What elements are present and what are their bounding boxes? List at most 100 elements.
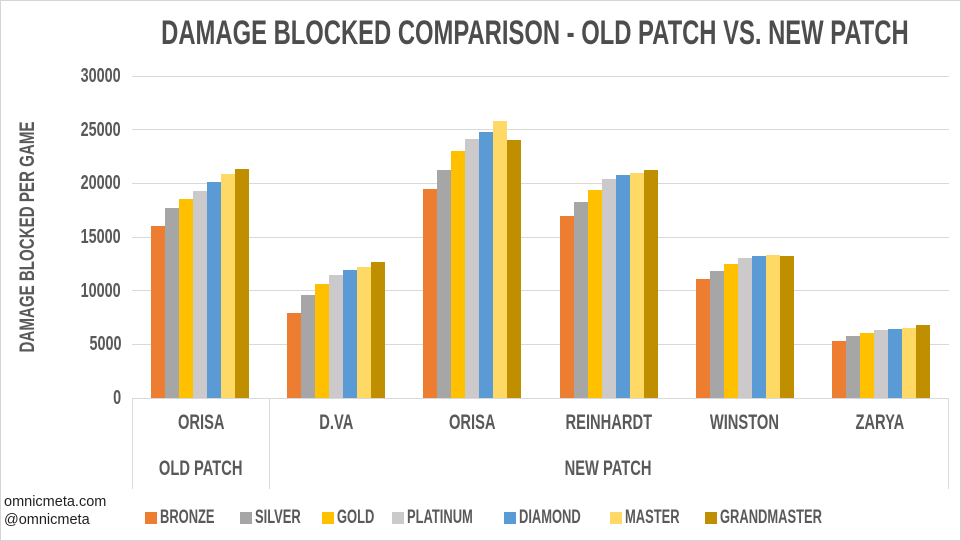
patch-label-row: OLD PATCH NEW PATCH <box>133 448 948 489</box>
bar-bronze <box>423 188 438 398</box>
legend-label-text: BRONZE <box>160 507 215 528</box>
bar-silver <box>845 335 860 398</box>
legend-item-platinum: PLATINUM <box>392 507 504 529</box>
bar-group-reinhardt-3 <box>541 76 677 398</box>
bar-group-zarya-5 <box>813 76 949 398</box>
legend-item-gold: GOLD <box>322 507 392 529</box>
bar-master <box>765 255 780 398</box>
axis-group-divider <box>268 398 270 489</box>
legend-label: GRANDMASTER <box>720 507 870 529</box>
legend-label: GOLD <box>337 507 392 529</box>
watermark-site: omnicmeta.com <box>4 494 107 510</box>
chart-title: DAMAGE BLOCKED COMPARISON - OLD PATCH VS… <box>1 13 960 53</box>
category-label-2: ORISA <box>405 398 541 448</box>
x-axis-label-area: ORISA D.VA ORISA REINHARDT WINSTON ZARYA OLD … <box>132 398 949 489</box>
bar-diamond <box>207 182 222 398</box>
bar-master <box>357 267 372 398</box>
bar-group-orisa-0 <box>132 76 268 398</box>
category-label-4: WINSTON <box>676 398 812 448</box>
bar-group-orisa-2 <box>404 76 540 398</box>
patch-group-label-new-patch: NEW PATCH <box>269 448 948 489</box>
legend-item-bronze: BRONZE <box>145 507 240 529</box>
y-tick-label-15000: 15000 <box>41 227 121 247</box>
bar-diamond <box>343 270 358 398</box>
legend-label: SILVER <box>255 507 322 529</box>
bar-platinum <box>193 190 208 398</box>
legend-swatch-silver <box>240 512 253 524</box>
bar-master <box>901 328 916 398</box>
legend-item-master: MASTER <box>609 507 705 529</box>
gridline-10000 <box>132 290 949 292</box>
y-tick-label-text: 20000 <box>80 172 121 195</box>
bar-silver <box>709 271 724 398</box>
legend: BRONZE SILVER GOLD PLATINUM DIAMOND MASTER GRA… <box>145 504 845 532</box>
bar-gold <box>451 151 466 398</box>
bar-diamond <box>751 255 766 398</box>
legend-swatch-platinum <box>392 512 405 524</box>
category-label-text: WINSTON <box>709 411 779 434</box>
category-label-text: REINHARDT <box>565 411 652 434</box>
bar-bronze <box>831 341 846 398</box>
legend-label-text: DIAMOND <box>519 507 581 528</box>
bar-silver <box>573 201 588 398</box>
patch-group-label-old-patch: OLD PATCH <box>133 448 269 489</box>
category-label-0: ORISA <box>133 398 269 448</box>
bar-master <box>493 121 508 398</box>
legend-item-diamond: DIAMOND <box>504 507 610 529</box>
legend-label: PLATINUM <box>407 507 504 529</box>
watermark: omnicmeta.com @omnicmeta <box>4 493 106 529</box>
bar-platinum <box>873 330 888 398</box>
bar-grandmaster <box>915 325 930 398</box>
bar-gold <box>179 199 194 398</box>
bar-platinum <box>737 258 752 398</box>
legend-item-silver: SILVER <box>240 507 322 529</box>
bar-grandmaster <box>235 169 250 398</box>
bar-groups <box>132 76 949 398</box>
gridline-15000 <box>132 236 949 238</box>
y-tick-label-text: 15000 <box>80 226 121 248</box>
legend-label: DIAMOND <box>519 507 610 529</box>
category-label-text: D.VA <box>319 411 354 434</box>
bar-silver <box>165 208 180 398</box>
legend-label: MASTER <box>625 507 705 529</box>
y-tick-label-0: 0 <box>41 388 121 408</box>
bar-silver <box>437 170 452 398</box>
gridline-30000 <box>132 75 949 77</box>
category-label-text: ZARYA <box>855 411 905 434</box>
bar-bronze <box>151 226 166 398</box>
legend-swatch-bronze <box>145 512 157 524</box>
y-tick-label-text: 5000 <box>88 333 121 356</box>
category-label-1: D.VA <box>269 398 405 448</box>
patch-group-label-text: OLD PATCH <box>159 456 243 480</box>
bar-bronze <box>695 278 710 398</box>
bar-gold <box>723 263 738 398</box>
category-label-3: REINHARDT <box>540 398 676 448</box>
y-tick-label-25000: 25000 <box>41 120 121 140</box>
bar-platinum <box>601 179 616 398</box>
y-tick-label-20000: 20000 <box>41 173 121 193</box>
bar-silver <box>301 294 316 398</box>
gridline-20000 <box>132 182 949 184</box>
legend-label: BRONZE <box>160 507 240 529</box>
bar-master <box>629 172 644 398</box>
bar-grandmaster <box>371 261 386 398</box>
category-label-text: ORISA <box>449 411 496 434</box>
category-label-text: ORISA <box>177 411 225 434</box>
legend-label-text: SILVER <box>255 507 301 528</box>
watermark-handle: @omnicmeta <box>4 512 90 528</box>
legend-swatch-diamond <box>504 512 517 524</box>
bar-gold <box>315 284 330 398</box>
legend-swatch-master <box>609 512 622 524</box>
legend-swatch-gold <box>322 512 335 524</box>
y-tick-label-text: 25000 <box>80 118 121 141</box>
category-label-5: ZARYA <box>812 398 948 448</box>
bar-bronze <box>559 215 574 398</box>
legend-swatch-grandmaster <box>705 512 718 524</box>
bar-platinum <box>465 139 480 398</box>
bar-diamond <box>479 131 494 398</box>
y-tick-label-text: 0 <box>112 387 121 409</box>
legend-label-text: GRANDMASTER <box>720 507 823 528</box>
gridline-25000 <box>132 129 949 131</box>
bar-gold <box>859 332 874 398</box>
